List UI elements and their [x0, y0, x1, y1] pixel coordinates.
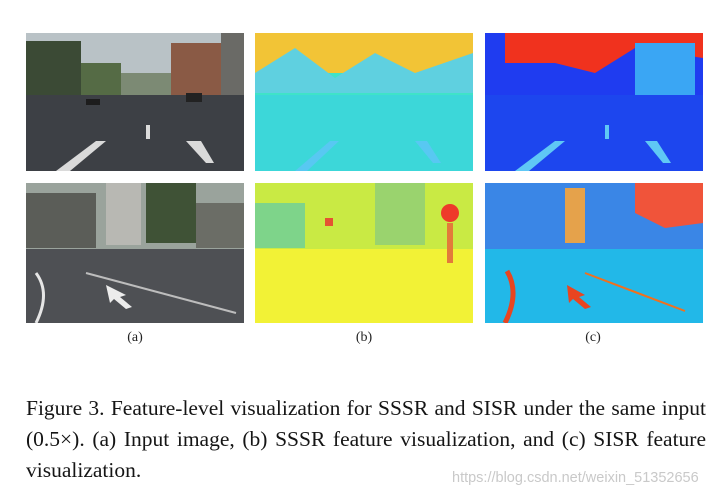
subfigure-label-c: (c) [585, 330, 601, 345]
subfigure-label-a: (a) [127, 330, 143, 345]
watermark: https://blog.csdn.net/weixin_51352656 [452, 470, 699, 486]
figure: (a) (b) (c) [26, 33, 703, 345]
input-image-street-1 [26, 33, 244, 171]
sisr-feature-map-1 [485, 33, 703, 171]
sisr-feature-map-2 [485, 183, 703, 323]
sssr-feature-map-1 [255, 33, 473, 171]
input-image-street-2 [26, 183, 244, 323]
subfigure-label-b: (b) [355, 330, 373, 345]
sssr-feature-map-2 [255, 183, 473, 323]
figure-caption: Figure 3. Feature-level visualization fo… [26, 396, 706, 482]
